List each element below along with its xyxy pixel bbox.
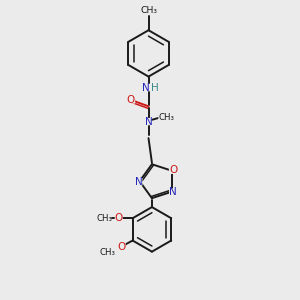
Text: O: O [169,165,178,175]
FancyBboxPatch shape [158,113,174,121]
Text: H: H [151,83,159,93]
FancyBboxPatch shape [145,118,152,126]
Text: O: O [117,242,125,252]
FancyBboxPatch shape [134,178,142,186]
FancyBboxPatch shape [126,96,135,103]
Text: O: O [114,213,122,223]
Text: CH₃: CH₃ [97,214,113,223]
Text: CH₃: CH₃ [100,248,116,256]
FancyBboxPatch shape [169,166,178,174]
FancyBboxPatch shape [169,188,177,196]
Text: O: O [127,95,135,105]
Text: CH₃: CH₃ [140,6,157,15]
FancyBboxPatch shape [141,84,156,92]
Text: N: N [134,177,142,187]
Text: N: N [145,117,152,127]
Text: N: N [142,83,150,93]
FancyBboxPatch shape [117,243,126,251]
FancyBboxPatch shape [97,214,113,222]
Text: CH₃: CH₃ [158,113,174,122]
FancyBboxPatch shape [100,248,116,256]
FancyBboxPatch shape [114,214,123,222]
Text: N: N [169,187,177,197]
FancyBboxPatch shape [140,7,157,15]
